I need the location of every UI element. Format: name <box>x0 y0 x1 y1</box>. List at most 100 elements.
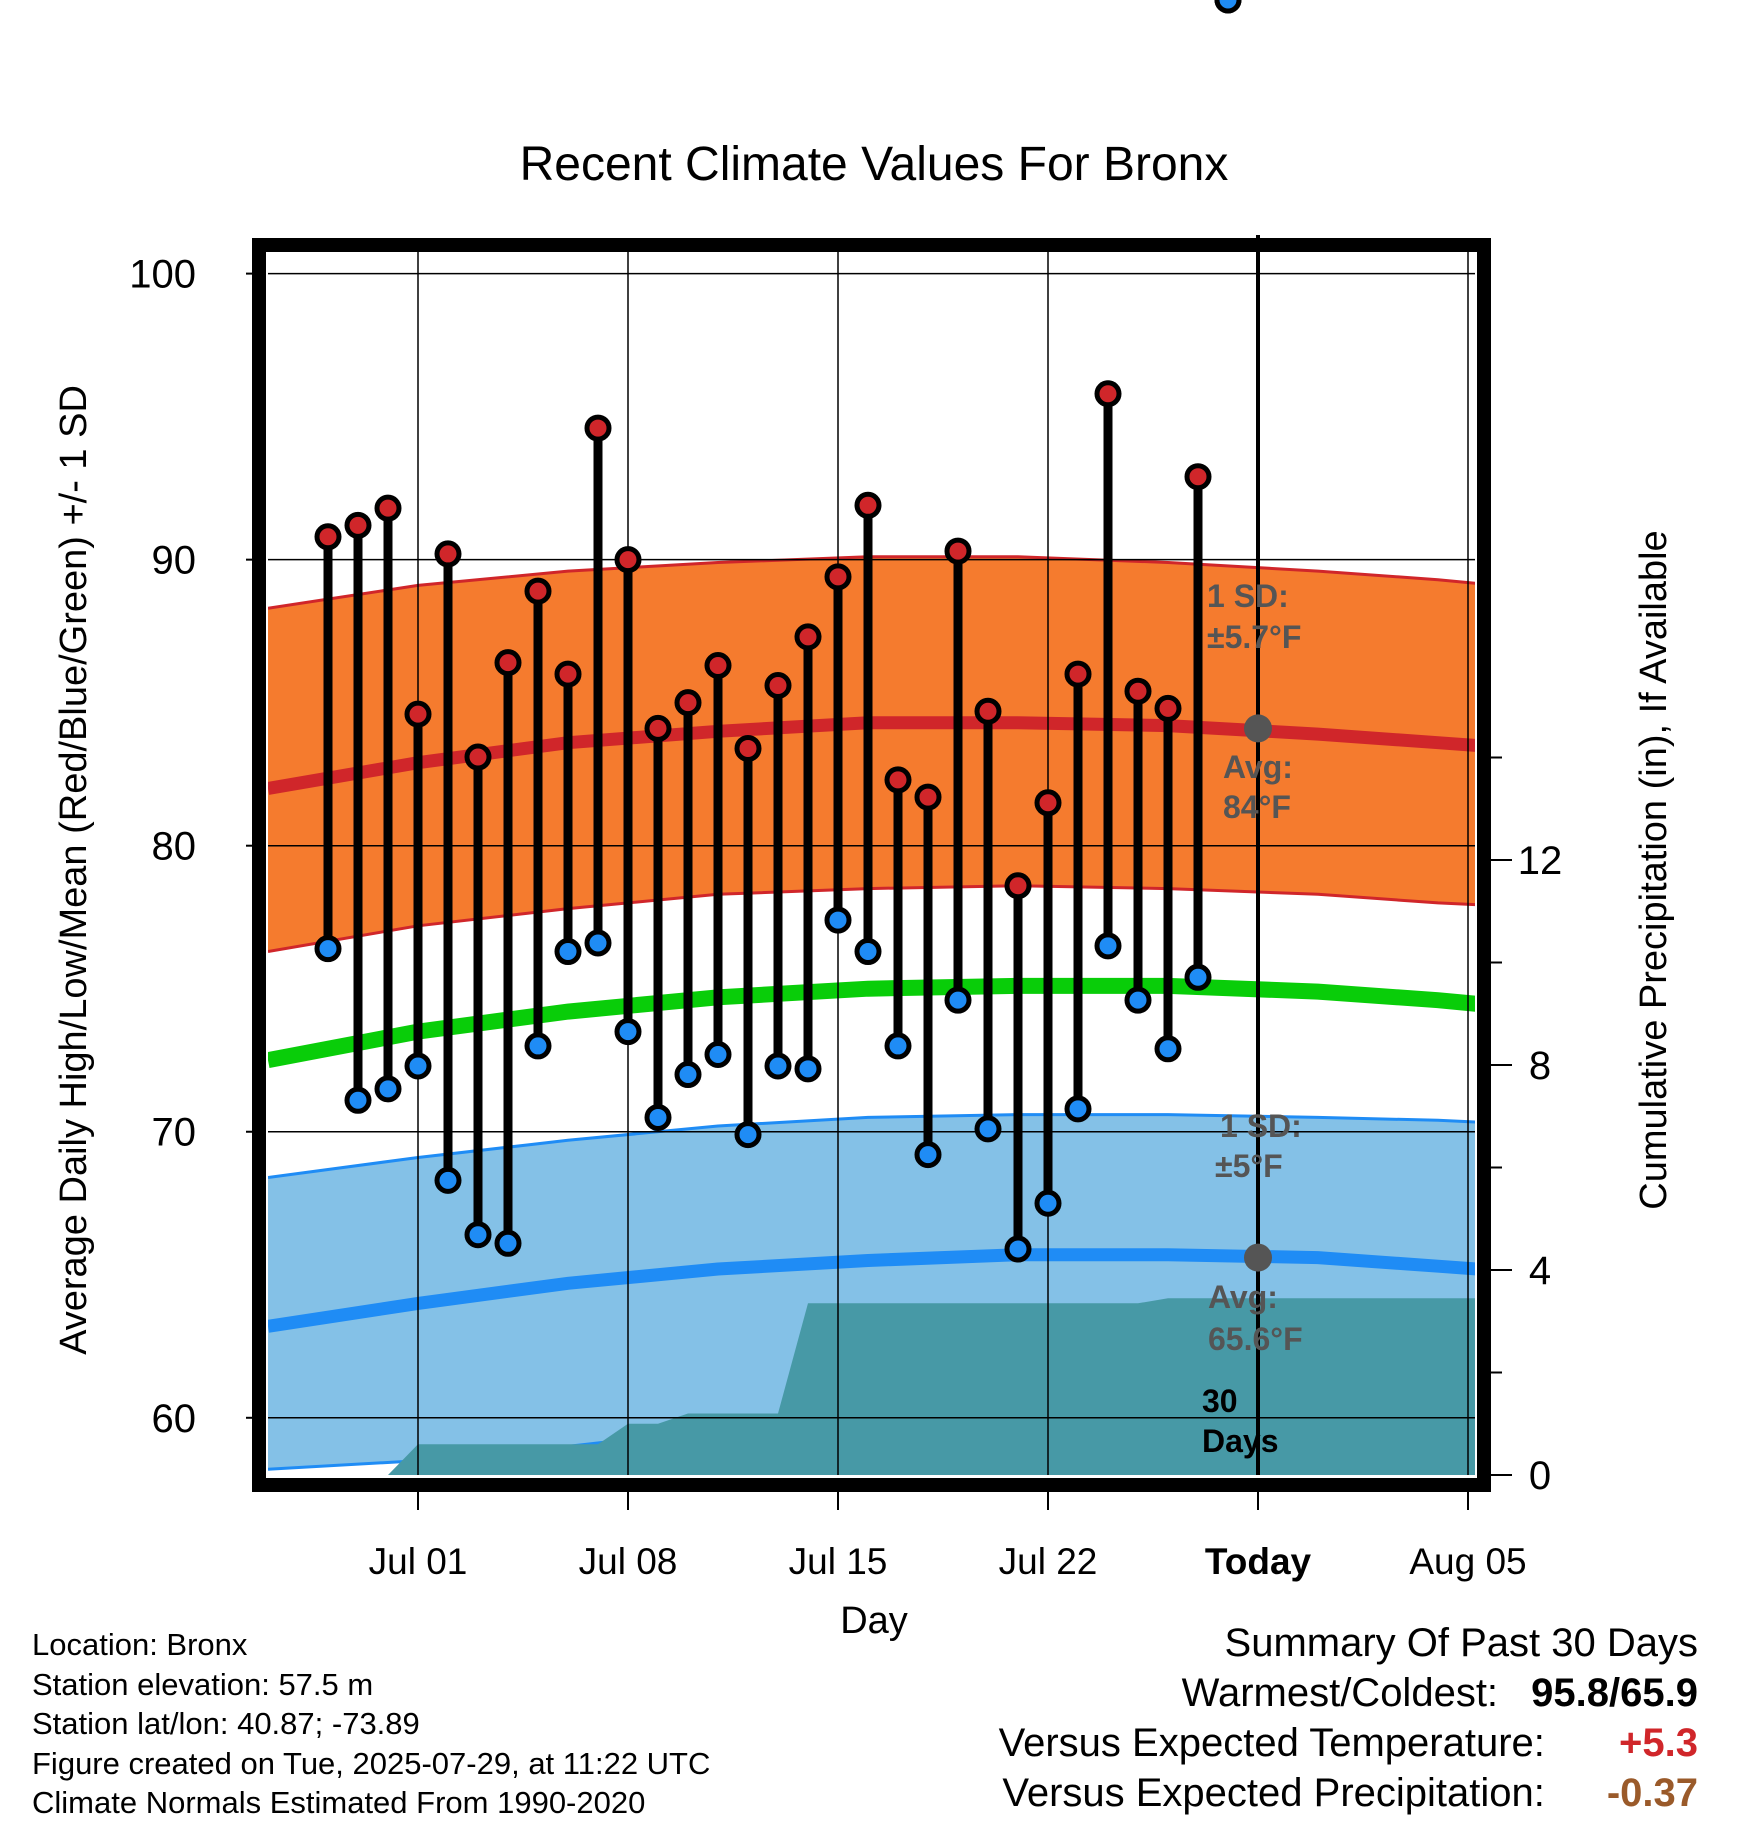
daily-high-point <box>764 672 792 700</box>
daily-low-point <box>404 1052 432 1080</box>
daily-high-point <box>674 689 702 717</box>
normal-mean-line <box>268 977 1475 1069</box>
temp-diff-label: Versus Expected Temperature: <box>998 1721 1545 1765</box>
daily-low-point <box>314 935 342 963</box>
daily-high-point <box>1034 789 1062 817</box>
daily-high-point <box>1094 380 1122 408</box>
daily-low-point <box>1064 1095 1092 1123</box>
daily-low-point <box>734 1121 762 1149</box>
daily-high-point <box>854 491 882 519</box>
daily-low-point <box>554 938 582 966</box>
daily-low-point <box>374 1075 402 1103</box>
chart-title: Recent Climate Values For Bronx <box>520 138 1229 191</box>
today-high-avg-marker <box>1244 714 1272 743</box>
daily-low-point <box>1094 932 1122 960</box>
x-tick-label: Jul 22 <box>999 1541 1098 1582</box>
daily-high-point <box>1184 463 1212 491</box>
daily-high-point <box>644 714 672 742</box>
precip-diff-label: Versus Expected Precipitation: <box>1002 1771 1545 1815</box>
y-tick-label: 80 <box>152 825 197 869</box>
high-avg-label: Avg: <box>1223 749 1293 785</box>
y-tick-label: 60 <box>152 1397 197 1441</box>
temp-diff-value: +5.3 <box>1619 1721 1698 1765</box>
daily-low-point <box>884 1032 912 1060</box>
plot-content <box>268 245 1475 1475</box>
daily-low-point <box>584 929 612 957</box>
period-number: 30 <box>1202 1383 1238 1419</box>
daily-low-point <box>944 986 972 1014</box>
normal-low-line <box>268 1248 1475 1333</box>
info-location: Location: Bronx <box>32 1627 248 1662</box>
daily-low-point <box>764 1052 792 1080</box>
x-tick-label: Jul 01 <box>369 1541 468 1582</box>
precip-area <box>268 1298 1475 1475</box>
daily-low-point <box>914 1141 942 1169</box>
x-tick-label: Jul 08 <box>579 1541 678 1582</box>
high-sd-upper-line <box>268 555 1475 610</box>
daily-low-point <box>974 1115 1002 1143</box>
daily-high-point <box>794 623 822 651</box>
daily-low-point <box>704 1041 732 1069</box>
y2-tick-label: 4 <box>1529 1249 1551 1293</box>
daily-low-point <box>644 1103 672 1131</box>
daily-low-point <box>1184 963 1212 991</box>
info-elevation: Station elevation: 57.5 m <box>32 1666 374 1702</box>
x-tick-label: Today <box>1205 1541 1312 1582</box>
info-created: Figure created on Tue, 2025-07-29, at 11… <box>32 1745 711 1781</box>
daily-high-point <box>974 697 1002 725</box>
daily-high-point <box>734 734 762 762</box>
daily-low-point <box>794 1055 822 1083</box>
daily-high-point <box>584 414 612 442</box>
daily-high-point <box>824 563 852 591</box>
daily-low-point <box>824 906 852 934</box>
x-tick-label: Aug 05 <box>1409 1541 1526 1582</box>
precip-diff-value: -0.37 <box>1606 1771 1698 1815</box>
daily-low-point <box>854 938 882 966</box>
daily-high-point <box>554 660 582 688</box>
daily-low-point <box>1034 1189 1062 1217</box>
plot-area: 1 SD: ±5.7°F Avg: 84°F 1 SD: ±5°F Avg: 65.6°F 30… <box>268 0 1475 1475</box>
daily-low-point <box>674 1061 702 1089</box>
summary-panel: Summary Of Past 30 Days Warmest/Coldest:… <box>999 1618 1698 1818</box>
daily-high-point <box>524 577 552 605</box>
high-sd-value: ±5.7°F <box>1207 619 1301 655</box>
daily-high-point <box>1124 677 1152 705</box>
x-tick-label: Jul 15 <box>789 1541 888 1582</box>
station-info: Location: Bronx Station elevation: 57.5 … <box>32 1625 710 1823</box>
axes: 60 70 80 90 100 0 4 8 12 Jul 01 Jul 08 Jul 15 Jul 22… <box>129 238 1562 1582</box>
daily-high-point <box>614 546 642 574</box>
daily-high-point <box>374 494 402 522</box>
low-avg-label: Avg: <box>1208 1279 1278 1315</box>
y-tick-label: 70 <box>152 1111 197 1155</box>
high-sd-label: 1 SD: <box>1207 578 1289 614</box>
x-axis-label: Day <box>840 1600 908 1642</box>
y2-axis-label: Cumulative Precipitation (in), If Availa… <box>1633 530 1675 1209</box>
daily-high-point <box>884 766 912 794</box>
y2-tick-label: 8 <box>1529 1044 1551 1088</box>
low-sd-label: 1 SD: <box>1220 1108 1302 1144</box>
daily-high-point <box>914 783 942 811</box>
daily-high-point <box>404 700 432 728</box>
y2-tick-label: 0 <box>1529 1454 1551 1498</box>
daily-high-point <box>464 743 492 771</box>
plot-frame <box>252 238 1491 1492</box>
daily-low-point <box>1154 1035 1182 1063</box>
normal-high-line <box>268 716 1475 795</box>
y-tick-label: 90 <box>152 539 197 583</box>
daily-low-point <box>434 1166 462 1194</box>
low-sd-upper-line <box>268 1113 1475 1179</box>
daily-high-point <box>1004 872 1032 900</box>
daily-low-point <box>494 1229 522 1257</box>
daily-high-point <box>704 651 732 679</box>
today-low-avg-marker <box>1244 1243 1272 1272</box>
daily-high-point <box>494 649 522 677</box>
info-normals: Climate Normals Estimated From 1990-2020 <box>32 1785 646 1820</box>
daily-high-point <box>1154 694 1182 722</box>
daily-low-point <box>1124 986 1152 1014</box>
daily-high-point <box>314 523 342 551</box>
y-axis-label: Average Daily High/Low/Mean (Red/Blue/Gr… <box>53 385 95 1355</box>
summary-heading: Summary Of Past 30 Days <box>1224 1621 1698 1665</box>
daily-high-point <box>944 537 972 565</box>
y-tick-label: 100 <box>129 253 196 297</box>
